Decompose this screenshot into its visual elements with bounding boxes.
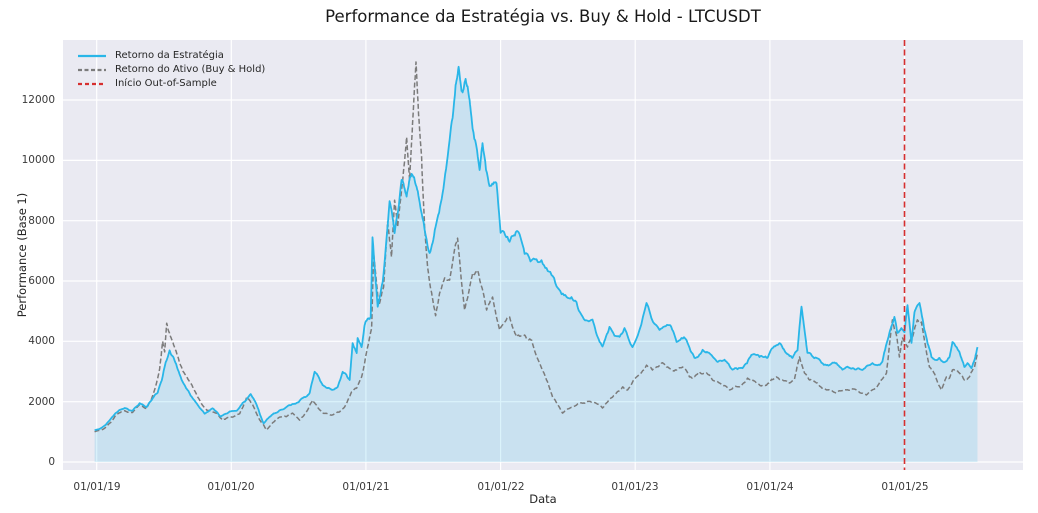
strategy-fill-area: [94, 66, 978, 463]
plot-area: Retorno da Estratégia Retorno do Ativo (B…: [63, 40, 1023, 470]
buyhold-line: [94, 61, 979, 433]
legend-label: Início Out-of-Sample: [115, 78, 217, 89]
chart-title: Performance da Estratégia vs. Buy & Hold…: [325, 7, 761, 26]
x-tick-label: 01/01/20: [207, 481, 255, 493]
y-axis-label: Performance (Base 1): [15, 192, 29, 318]
y-tick-label: 10000: [21, 154, 55, 166]
x-axis-label: Data: [529, 492, 557, 506]
legend-swatch-buyhold-line: [78, 68, 106, 71]
legend-label: Retorno da Estratégia: [115, 50, 224, 61]
y-tick-label: 12000: [21, 94, 55, 106]
legend-item: Início Out-of-Sample: [77, 78, 265, 89]
x-tick-label: 01/01/21: [342, 481, 390, 493]
y-tick-label: 6000: [28, 275, 55, 287]
y-tick-label: 0: [48, 456, 55, 468]
legend-swatch-oos-line: [78, 82, 106, 85]
y-tick-label: 2000: [28, 396, 55, 408]
y-tick-label: 4000: [28, 335, 55, 347]
legend-item: Retorno do Ativo (Buy & Hold): [77, 64, 265, 75]
legend-swatch-strategy-line: [78, 54, 106, 57]
x-tick-label: 01/01/19: [73, 481, 121, 493]
x-tick-label: 01/01/23: [611, 481, 659, 493]
x-tick-label: 01/01/22: [477, 481, 525, 493]
legend-label: Retorno do Ativo (Buy & Hold): [115, 64, 266, 75]
legend-item: Retorno da Estratégia: [77, 50, 265, 61]
legend: Retorno da Estratégia Retorno do Ativo (B…: [71, 47, 271, 92]
strategy-line: [94, 65, 979, 431]
x-tick-label: 01/01/24: [746, 481, 794, 493]
x-tick-label: 01/01/25: [881, 481, 929, 493]
y-tick-label: 8000: [28, 215, 55, 227]
plot-canvas: [63, 40, 1023, 470]
